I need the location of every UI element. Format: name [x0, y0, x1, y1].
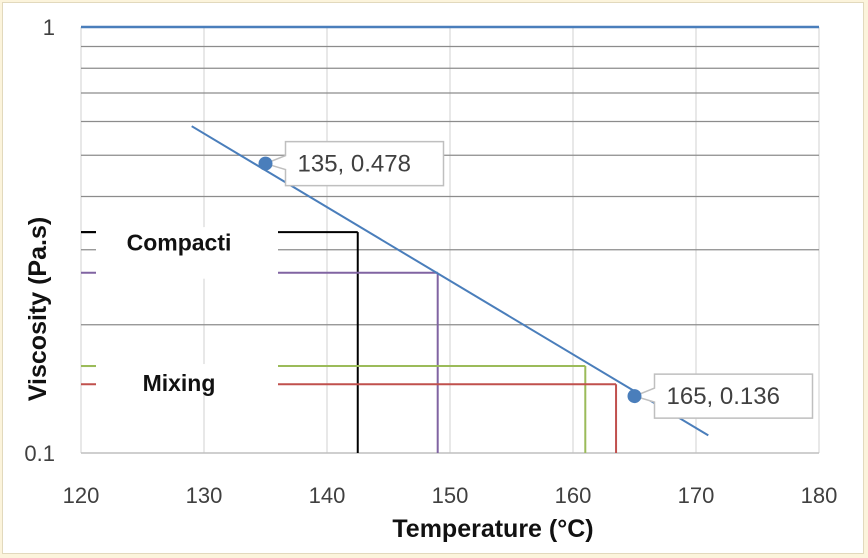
- data-point-marker: [258, 156, 273, 171]
- zone-label-background: [96, 364, 278, 391]
- zone-label-background: [96, 227, 278, 279]
- y-tick-label: 0.1: [24, 441, 55, 466]
- series-lines: [191, 125, 709, 437]
- data-label-text: 165, 0.136: [667, 383, 780, 410]
- x-tick-label: 120: [63, 483, 100, 508]
- x-tick-label: 160: [555, 483, 592, 508]
- data-label-text: 135, 0.478: [298, 151, 411, 178]
- process-zones: Compacti Mixing: [81, 227, 618, 453]
- data-point-marker: [627, 389, 642, 404]
- zone-label: Mixing: [143, 370, 216, 396]
- data-label-callout-box: [263, 140, 445, 187]
- x-tick-label: 150: [432, 483, 469, 508]
- x-tick-label: 140: [309, 483, 346, 508]
- x-tick-label: 180: [801, 483, 838, 508]
- zone-label: Compacti: [127, 229, 232, 255]
- y-axis-title: Viscosity (Pa.s): [24, 217, 52, 401]
- gridlines: [80, 25, 820, 454]
- y-tick-label: 1: [43, 15, 55, 40]
- tick-labels: 120 130 140 150 160 170 180 0.1 1: [24, 15, 837, 508]
- x-tick-label: 170: [678, 483, 715, 508]
- x-axis-title: Temperature (°C): [392, 515, 593, 543]
- x-tick-label: 130: [186, 483, 223, 508]
- series-line: [191, 125, 709, 437]
- data-labels: 135, 0.478 165, 0.136: [258, 140, 814, 419]
- data-label-callout-box: [632, 373, 814, 419]
